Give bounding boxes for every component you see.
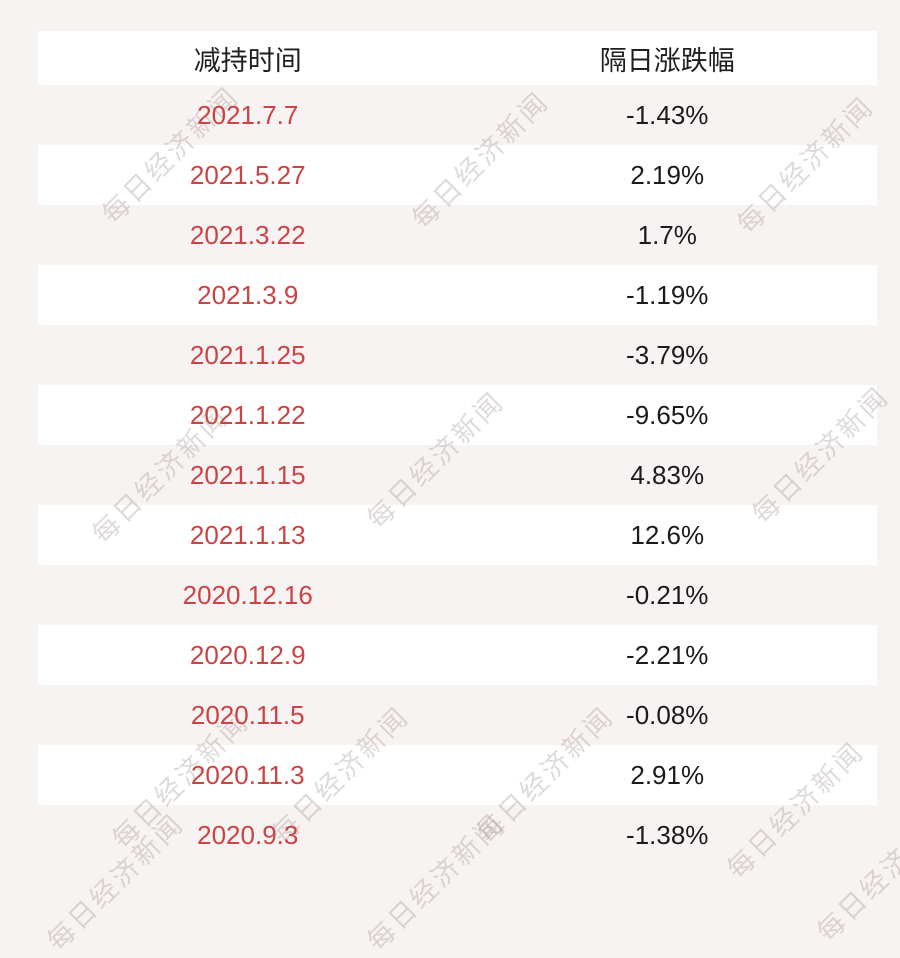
change-cell: 4.83% — [630, 459, 705, 490]
table-row: 2020.12.9 -2.21% — [38, 625, 877, 685]
change-cell: 2.19% — [630, 159, 705, 190]
page: { "chart_data": { "type": "table", "colu… — [38, 31, 900, 957]
table-row: 2021.1.13 12.6% — [38, 505, 877, 565]
reduction-change-table: 减持时间 隔日涨跌幅 2021.7.7 -1.43% 2021.5.27 2.1… — [38, 31, 877, 865]
change-cell: -1.38% — [626, 819, 709, 850]
date-cell: 2020.12.16 — [182, 579, 313, 610]
date-cell: 2021.5.27 — [189, 159, 306, 190]
change-cell: 12.6% — [630, 519, 705, 550]
date-cell: 2021.1.15 — [189, 459, 306, 490]
table-row: 2021.3.22 1.7% — [38, 205, 877, 265]
change-cell: -2.21% — [626, 639, 709, 670]
change-cell: 1.7% — [637, 219, 697, 250]
change-cell: -0.08% — [626, 699, 709, 730]
table-row: 2020.12.16 -0.21% — [38, 565, 877, 625]
table-row: 2021.1.25 -3.79% — [38, 325, 877, 385]
date-cell: 2021.7.7 — [197, 99, 299, 130]
table-row: 2021.1.15 4.83% — [38, 445, 877, 505]
table-row: 2021.3.9 -1.19% — [38, 265, 877, 325]
change-cell: -9.65% — [626, 399, 709, 430]
date-cell: 2020.12.9 — [189, 639, 306, 670]
date-cell: 2020.9.3 — [197, 819, 299, 850]
table-row: 2020.11.3 2.91% — [38, 745, 877, 805]
table-row: 2020.11.5 -0.08% — [38, 685, 877, 745]
table-row: 2021.7.7 -1.43% — [38, 85, 877, 145]
date-cell: 2021.3.22 — [189, 219, 306, 250]
date-cell: 2020.11.5 — [190, 699, 305, 730]
date-cell: 2020.11.3 — [190, 759, 305, 790]
change-cell: 2.91% — [630, 759, 705, 790]
change-cell: -0.21% — [626, 579, 709, 610]
table-row: 2021.5.27 2.19% — [38, 145, 877, 205]
table-row: 2020.9.3 -1.38% — [38, 805, 877, 865]
change-cell: -1.19% — [626, 279, 709, 310]
header-next-day-change: 隔日涨跌幅 — [599, 45, 735, 76]
date-cell: 2021.3.9 — [197, 279, 299, 310]
date-cell: 2021.1.25 — [189, 339, 306, 370]
date-cell: 2021.1.13 — [189, 519, 306, 550]
header-reduction-time: 减持时间 — [193, 45, 302, 76]
change-cell: -1.43% — [626, 99, 709, 130]
change-cell: -3.79% — [626, 339, 709, 370]
table-row: 2021.1.22 -9.65% — [38, 385, 877, 445]
table-header-row: 减持时间 隔日涨跌幅 — [38, 31, 877, 85]
date-cell: 2021.1.22 — [189, 399, 306, 430]
